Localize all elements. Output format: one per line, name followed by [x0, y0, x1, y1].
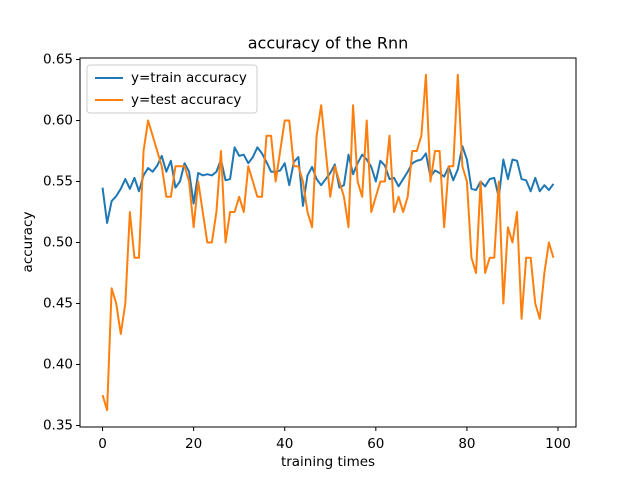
plot-frame: [79, 57, 577, 428]
y-tick-label: 0.35: [43, 417, 73, 433]
x-tick-label: 20: [185, 436, 202, 452]
legend-label: y=test accuracy: [131, 92, 241, 108]
chart-title: accuracy of the Rnn: [248, 34, 409, 53]
x-tick-label: 60: [367, 436, 384, 452]
x-tick-label: 100: [545, 436, 571, 452]
x-axis-label: training times: [281, 454, 375, 470]
series-line: [101, 73, 555, 412]
y-axis-label: accuracy: [20, 212, 36, 273]
y-tick-label: 0.65: [43, 52, 73, 68]
legend: y=train accuracy y=test accuracy: [86, 64, 258, 114]
y-tick-label: 0.40: [43, 356, 73, 372]
y-tick-label: 0.60: [43, 113, 73, 129]
y-tick-label: 0.50: [43, 235, 73, 251]
x-tick-label: 80: [458, 436, 475, 452]
legend-label: y=train accuracy: [131, 70, 247, 86]
x-tick-label: 0: [98, 436, 107, 452]
x-tick-label: 40: [276, 436, 293, 452]
y-tick-label: 0.55: [43, 174, 73, 190]
y-tick-label: 0.45: [43, 295, 73, 311]
legend-box: [86, 64, 258, 114]
